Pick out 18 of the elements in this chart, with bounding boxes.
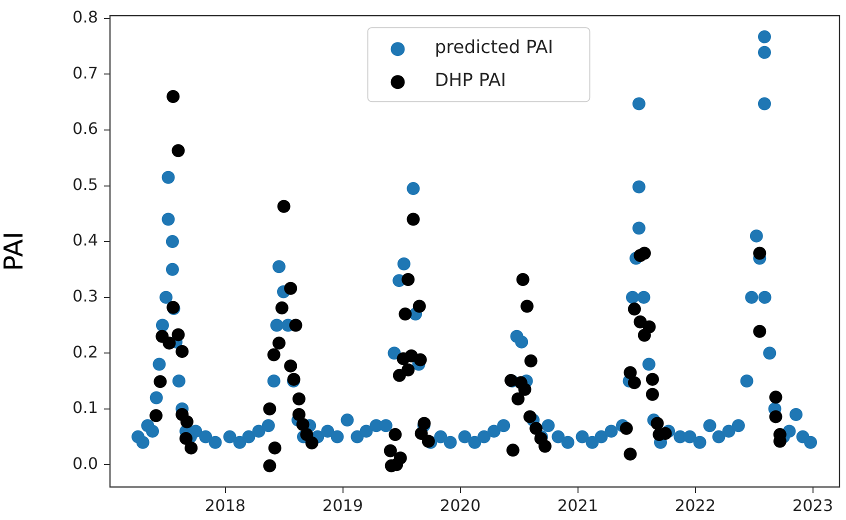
y-tick-label: 0.3 (72, 286, 98, 306)
x-tick-label: 2023 (792, 496, 834, 515)
y-tick-label: 0.6 (72, 119, 98, 138)
x-tick-label: 2021 (557, 496, 598, 515)
y-tick-label: 0.0 (72, 454, 98, 473)
x-tick-label: 2018 (204, 496, 246, 515)
y-tick-label: 0.2 (72, 342, 98, 362)
y-tick-label: 0.5 (72, 174, 98, 194)
y-tick-label: 0.1 (72, 398, 98, 418)
y-tick-label: 0.8 (72, 8, 98, 27)
y-axis-title: PAI (0, 232, 30, 272)
legend-label: predicted PAI (434, 36, 554, 58)
y-tick-label: 0.7 (72, 63, 98, 82)
x-tick-label: 2022 (674, 496, 716, 515)
legend-label: DHP PAI (434, 70, 506, 91)
x-tick-label: 2019 (322, 496, 364, 515)
y-tick-label: 0.4 (72, 230, 98, 250)
x-tick-label: 2020 (440, 496, 481, 515)
